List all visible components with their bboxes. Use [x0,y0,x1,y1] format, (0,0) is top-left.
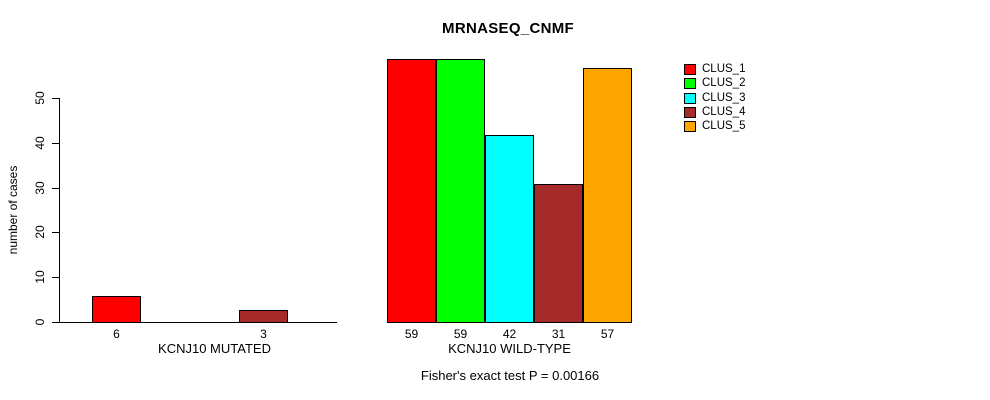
bar-clus-3-kcnj10-wild-type [485,135,534,323]
legend-swatch-clus-2 [684,78,696,90]
bar-value-label: 42 [502,327,517,341]
legend: CLUS_1 CLUS_2 CLUS_3 CLUS_4 CLUS_5 [684,63,746,135]
bar-clus-5-kcnj10-wild-type [583,68,632,323]
y-axis-label: number of cases [6,165,20,255]
legend-label: CLUS_1 [702,63,746,75]
y-axis-tick-label: 40 [33,136,47,150]
bar-value-label: 57 [600,327,615,341]
bar-clus-2-kcnj10-wild-type [436,59,485,323]
legend-entry-clus-1: CLUS_1 [684,63,746,75]
bar-value-label: 31 [551,327,566,341]
bar-value-label: 6 [113,327,120,341]
legend-label: CLUS_4 [702,105,746,118]
fisher-test-annotation: Fisher's exact test P = 0.00166 [420,368,600,383]
chart-title: MRNASEQ_CNMF [442,20,574,37]
bar-clus-4-kcnj10-mutated [239,310,288,323]
legend-entry-clus-5: CLUS_5 [684,120,746,133]
y-axis-tick-label: 20 [33,225,47,239]
y-axis-tick [52,143,59,144]
y-axis-line [59,98,60,323]
y-axis-tick [52,188,59,189]
group-label-kcnj10-wild-type: KCNJ10 WILD-TYPE [448,341,571,356]
y-axis-tick [52,98,59,99]
bar-clus-4-kcnj10-wild-type [534,184,583,323]
legend-entry-clus-3: CLUS_3 [684,91,746,104]
y-axis-tick [52,277,59,278]
bar-value-label: 3 [260,327,267,341]
legend-entry-clus-2: CLUS_2 [684,77,746,90]
legend-label: CLUS_3 [702,91,746,104]
bar-clus-1-kcnj10-wild-type [387,59,436,323]
y-axis-tick-label: 30 [33,181,47,195]
legend-swatch-clus-1 [684,64,696,75]
legend-swatch-clus-5 [684,121,696,133]
bar-clus-1-kcnj10-mutated [92,296,141,323]
legend-label: CLUS_5 [702,120,746,133]
legend-swatch-clus-3 [684,92,696,104]
legend-label: CLUS_2 [702,77,746,90]
group-baseline [59,322,337,323]
y-axis-tick [52,322,59,323]
y-axis-tick-label: 10 [33,270,47,284]
y-axis-tick-label: 50 [33,91,47,105]
y-axis-tick-label: 0 [33,318,47,326]
y-axis-tick [52,232,59,233]
bar-value-label: 59 [404,327,419,341]
legend-swatch-clus-4 [684,106,696,118]
bar-value-label: 59 [453,327,468,341]
group-label-kcnj10-mutated: KCNJ10 MUTATED [158,341,271,356]
legend-entry-clus-4: CLUS_4 [684,105,746,118]
